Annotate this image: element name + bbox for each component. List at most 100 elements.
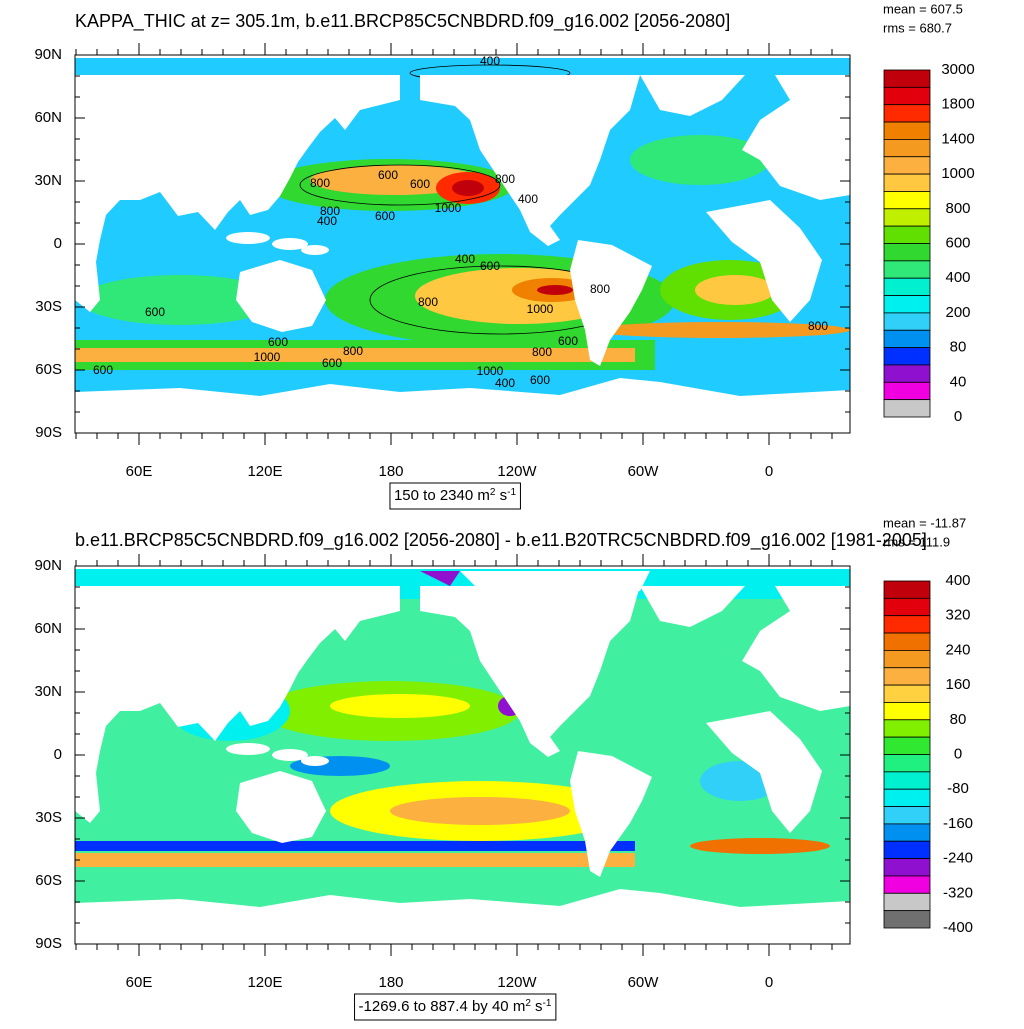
colorbar-label: 600: [945, 234, 970, 251]
range-label-part: -1: [543, 998, 552, 1009]
colorbar-box: [883, 312, 931, 331]
colorbar-label: 80: [950, 339, 967, 356]
colorbar-box: [883, 788, 931, 807]
lon-label: 0: [765, 463, 773, 480]
contour-label: 800: [808, 319, 828, 333]
contour-label: 600: [410, 177, 430, 191]
range-label-part: s: [531, 998, 543, 1015]
colorbar-box: [883, 736, 931, 755]
lat-label: 60N: [34, 109, 62, 126]
contour-label: 600: [93, 363, 113, 377]
range-label: 150 to 2340 m2 s-1: [394, 487, 516, 504]
colorbar-box: [883, 771, 931, 790]
colorbar-label: -240: [943, 850, 973, 867]
colorbar-label: -80: [947, 780, 969, 797]
colorbar-box: [883, 138, 931, 158]
stat-label: mean = 607.5: [883, 1, 963, 16]
contour-label: 800: [590, 282, 610, 296]
lat-label: 90N: [34, 46, 62, 63]
panel: KAPPA_THIC at z= 305.1m, b.e11.BRCP85C5C…: [34, 1, 975, 510]
colorbar-label: 3000: [941, 61, 974, 78]
contour-label: 400: [495, 376, 515, 390]
lat-label: 90S: [35, 424, 62, 441]
contour-label: 800: [310, 176, 330, 190]
contour-label: 1000: [254, 350, 281, 364]
lon-label: 180: [378, 463, 403, 480]
colorbar-box: [883, 580, 931, 599]
lat-label: 60N: [34, 620, 62, 637]
contour-label: 400: [518, 192, 538, 206]
colorbar-box: [883, 719, 931, 738]
colorbar-label: 0: [954, 745, 962, 762]
lon-label: 180: [378, 974, 403, 991]
colorbar-box: [883, 86, 931, 106]
colorbar-label: -400: [943, 919, 973, 936]
lat-label: 0: [54, 746, 62, 763]
contour-label: 600: [145, 305, 165, 319]
colorbar-box: [883, 277, 931, 296]
contour-label: 800: [343, 344, 363, 358]
contour-label: 600: [322, 356, 342, 370]
lat-label: 0: [54, 235, 62, 252]
colorbar-box: [883, 875, 931, 894]
colorbar-box: [883, 615, 931, 634]
stat-label: rms = 680.7: [883, 20, 952, 35]
colorbar-box: [883, 754, 931, 773]
colorbar-label: 400: [945, 572, 970, 589]
colorbar-box: [883, 806, 931, 825]
colorbar-box: [883, 243, 931, 262]
lon-label: 0: [765, 974, 773, 991]
colorbar-label: 1400: [941, 130, 974, 147]
colorbar-label: -160: [943, 815, 973, 832]
colorbar-box: [883, 399, 931, 418]
colorbar-box: [883, 347, 931, 366]
colorbar-box: [883, 225, 931, 244]
colorbar-label: 240: [945, 641, 970, 658]
colorbar-box: [883, 329, 931, 349]
colorbar-box: [883, 597, 931, 617]
colorbar-box: [883, 667, 931, 686]
lon-label: 60W: [628, 974, 660, 991]
panel-title: KAPPA_THIC at z= 305.1m, b.e11.BRCP85C5C…: [75, 11, 730, 32]
lat-label: 60S: [35, 361, 62, 378]
contour-label: 600: [558, 334, 578, 348]
colorbar-box: [883, 364, 931, 383]
contour-label: 1000: [527, 302, 554, 316]
colorbar-label: 160: [945, 676, 970, 693]
lat-label: 30S: [35, 298, 62, 315]
map-bottom: [75, 569, 850, 944]
range-box: [354, 993, 557, 1021]
contour-label: 600: [378, 168, 398, 182]
colorbar-label: 1800: [941, 96, 974, 113]
colorbar-box: [883, 381, 931, 401]
colorbar-box: [883, 892, 931, 912]
lon-label: 120E: [247, 463, 282, 480]
range-label-part: 150 to 2340 m: [394, 487, 490, 504]
contour-label: 1000: [435, 201, 462, 215]
contour-label: 1000: [477, 364, 504, 378]
contour-label: 800: [532, 345, 552, 359]
colorbar-box: [883, 121, 931, 140]
range-label-part: 2: [490, 487, 496, 498]
contour-label: 800: [418, 295, 438, 309]
lat-label: 30N: [34, 172, 62, 189]
lat-label: 30N: [34, 683, 62, 700]
colorbar-box: [883, 823, 931, 842]
range-label-part: -1: [507, 487, 516, 498]
contour-label: 800: [320, 204, 340, 218]
lat-label: 90N: [34, 557, 62, 574]
lon-label: 120W: [497, 463, 537, 480]
colorbar-box: [883, 295, 931, 314]
colorbar-box: [883, 104, 931, 123]
colorbar-label: 1000: [941, 165, 974, 182]
panel: b.e11.BRCP85C5CNBDRD.f09_g16.002 [2056-2…: [34, 515, 973, 1021]
colorbar-label: 80: [950, 711, 967, 728]
lon-label: 120E: [247, 974, 282, 991]
range-label: -1269.6 to 887.4 by 40 m2 s-1: [359, 998, 552, 1015]
contour-label: 400: [317, 214, 337, 228]
colorbar-label: 0: [954, 408, 962, 425]
colorbar-box: [883, 650, 931, 669]
contour-label: 600: [480, 259, 500, 273]
lat-label: 90S: [35, 935, 62, 952]
